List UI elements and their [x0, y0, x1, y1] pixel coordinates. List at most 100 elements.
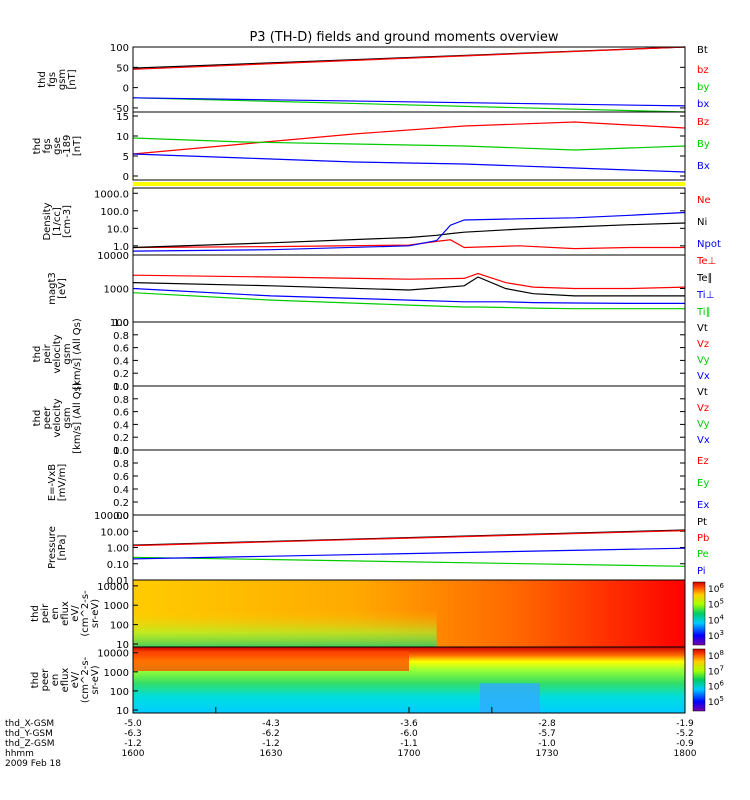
- y-tick-label: 0.6: [113, 408, 129, 419]
- x-row-value: -5.7: [538, 729, 556, 739]
- x-row-value: 1600: [122, 749, 145, 759]
- y-label-line: [nT]: [67, 69, 78, 89]
- panel-frame: [132, 321, 686, 387]
- legend-entry-By: By: [697, 139, 710, 150]
- colorbar: [692, 581, 706, 646]
- y-label-line: E=-VxB: [47, 464, 58, 501]
- panel-6: 1.0 0.8 0.60.4 0.2 0.0 thd peer velocity gsm [km/…: [32, 382, 710, 457]
- x-row-value: -5.0: [124, 719, 142, 729]
- y-tick-label: 0.4: [113, 356, 129, 367]
- y-label-line: [1/cc]: [52, 207, 63, 236]
- y-tick-label: 1.0: [113, 242, 129, 253]
- electron-hot-band: [133, 651, 409, 671]
- y-label-line: peir: [42, 343, 53, 363]
- x-row-value: 1730: [536, 749, 559, 759]
- y-tick-label: 100: [110, 43, 129, 54]
- x-row-value: 1630: [260, 749, 283, 759]
- legend-entry-Vx: Vx: [697, 371, 710, 382]
- y-axis-label: thd peer en eflux eV/(cm^2-s-sr-eV): [30, 656, 101, 703]
- y-tick-label: 10.00: [100, 527, 129, 538]
- y-tick-label: 100: [110, 621, 129, 632]
- legend-entry-bz: bz: [697, 65, 709, 76]
- y-tick-label: 1.00: [107, 544, 129, 555]
- legend-entry-Te⊥: Te⊥: [696, 256, 716, 267]
- y-label-line: en: [50, 674, 61, 687]
- y-label-line: gse: [52, 137, 63, 155]
- legend-entry-Vt: Vt: [697, 387, 708, 398]
- x-row-value: -6.2: [262, 729, 280, 739]
- legend-entry-Ey: Ey: [697, 478, 709, 489]
- x-row-value: -2.8: [538, 719, 556, 729]
- legend-entry-Pi: Pi: [697, 566, 706, 577]
- legend-entry-Npot: Npot: [697, 239, 721, 250]
- y-axis-label: E=-VxB [mV/m]: [47, 464, 68, 502]
- y-tick-label: 100: [110, 318, 129, 329]
- legend-entry-Vz: Vz: [697, 339, 709, 350]
- y-tick-label: 0.01: [107, 576, 129, 587]
- legend-entry-Ni: Ni: [697, 217, 707, 228]
- y-tick-label: 0.8: [113, 331, 129, 342]
- x-row-value: 1700: [398, 749, 421, 759]
- y-label-line: sr-eV): [90, 665, 101, 694]
- y-label-line: sr-eV): [90, 599, 101, 628]
- y-label-line: peer: [42, 406, 53, 430]
- x-axis-annotation: thd_X-GSM -5.0 -4.3 -3.6 -2.8 -1.9 thd_Y-GSM -6…: [5, 707, 697, 769]
- y-label-line: (cm^2-s-: [80, 590, 91, 637]
- legend-entry-Vy: Vy: [697, 419, 710, 430]
- panel-frame: [132, 449, 686, 516]
- y-label-line: eV/: [70, 671, 81, 688]
- colorbar-tick-label: 105: [708, 598, 724, 611]
- y-label-line: fgs: [42, 138, 53, 153]
- y-label-line: -189: [62, 135, 73, 158]
- y-tick-label: 1.0: [113, 382, 129, 393]
- x-row-value: -0.9: [676, 739, 694, 749]
- y-tick-label: 0.8: [113, 395, 129, 406]
- series-line-Te∥: [132, 276, 685, 297]
- series-line-Te⊥: [132, 272, 686, 290]
- y-label-line: peer: [40, 668, 51, 692]
- legend-entry-Bt: Bt: [697, 45, 708, 56]
- y-tick-label: 5: [123, 152, 129, 163]
- legend-entry-Vz: Vz: [697, 403, 709, 414]
- panel-frame: [132, 111, 686, 181]
- y-tick-label: 100: [110, 687, 129, 698]
- y-tick-label: 1000: [104, 285, 129, 296]
- y-axis-label: thd peer velocity gsm [km/s] (All Qs): [32, 382, 83, 454]
- series-line-bz: [132, 46, 686, 70]
- y-tick-label: 0.6: [113, 472, 129, 483]
- legend-entry-Ez: Ez: [697, 456, 709, 467]
- panel-10: 108 107 106 105 10000 1000 100 10 thd peer en eflux…: [30, 646, 724, 717]
- y-label-line: gsm: [62, 343, 73, 364]
- y-label-line: [cm-3]: [62, 205, 73, 238]
- panel-frame: [132, 514, 686, 581]
- y-label-line: magt3: [47, 272, 58, 305]
- legend-entry-Ex: Ex: [697, 500, 709, 511]
- y-tick-label: 0.0: [113, 511, 129, 522]
- y-label-line: [mV/m]: [57, 464, 68, 502]
- y-tick-label: 0.8: [113, 459, 129, 470]
- y-tick-label: 0.2: [113, 369, 129, 380]
- x-row-value: -1.2: [262, 739, 280, 749]
- y-tick-label: -50: [113, 104, 129, 115]
- x-row-value: -1.9: [676, 719, 694, 729]
- x-row-label: thd_Z-GSM: [5, 739, 54, 749]
- colorbar-tick-label: 106: [708, 680, 724, 693]
- panel-4: 10000 1000 100 magt3 [eV] Te⊥ Te∥ Ti⊥ Ti∥: [47, 251, 716, 329]
- x-row-label: thd_Y-GSM: [5, 729, 53, 739]
- series-line-Ni: [132, 222, 686, 249]
- date-label: 2009 Feb 18: [5, 759, 61, 769]
- panel-9: 106 105 104 103 10000 1000 100 10 thd peir en eflux…: [30, 579, 724, 651]
- panel-7: 1.0 0.8 0.6 0.4 0.2 0.0 E=-VxB [mV/m] Ez Ey Ex: [47, 446, 709, 522]
- panel-2: 15 10 5 0 thd fgs gse -189 [nT] Bz By Bx: [32, 111, 710, 183]
- y-axis-label: thd peir velocity gsm [km/s] (All Qs): [32, 318, 83, 390]
- quality-flag-bar: [133, 182, 685, 186]
- y-label-line: velocity: [52, 334, 63, 373]
- series-line-Pb: [132, 530, 686, 547]
- series-line-bx: [132, 97, 686, 107]
- legend-entry-Pe: Pe: [697, 549, 709, 560]
- legend-entry-Vx: Vx: [697, 435, 710, 446]
- y-tick-label: 1000: [104, 668, 129, 679]
- colorbar-tick-label: 104: [708, 613, 724, 626]
